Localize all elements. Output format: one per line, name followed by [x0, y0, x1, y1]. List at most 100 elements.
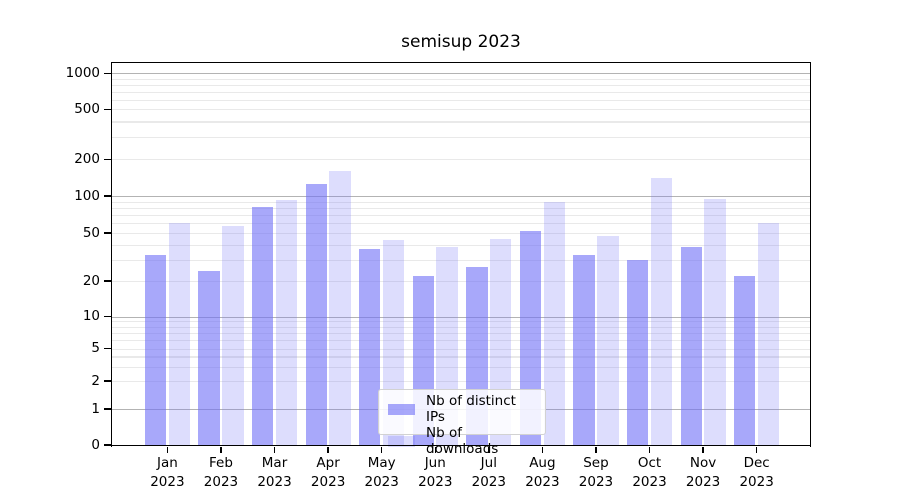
x-tick-label-line: 2023: [203, 473, 239, 490]
x-tick-label-line: Sep: [583, 455, 609, 471]
axis-spine-right: [810, 62, 812, 447]
gridline-minor: [112, 233, 810, 235]
x-tick-label-line: 2023: [364, 473, 399, 490]
x-tick-label-line: 2023: [525, 473, 560, 490]
x-tick-label-line: Aug: [529, 455, 556, 471]
gridline-major: [112, 73, 810, 75]
x-tick: [648, 446, 651, 453]
gridline-minor: [112, 137, 810, 139]
gridline-minor: [112, 340, 810, 342]
x-tick: [434, 446, 436, 453]
bar-distinct-ips-feb: [198, 271, 220, 445]
legend-item-downloads: Nb of downloads: [388, 425, 537, 457]
x-tick-label-line: 2023: [257, 473, 292, 490]
chart-title: semisup 2023: [401, 32, 521, 52]
x-tick-label-line: Apr: [316, 455, 340, 471]
x-tick-label: Mar 2023: [240, 454, 310, 491]
gridline-minor: [112, 321, 810, 323]
gridline-minor: [112, 207, 810, 209]
y-tick-label: 1000: [65, 64, 100, 81]
y-tick: [104, 315, 111, 318]
x-tick: [702, 446, 704, 453]
y-tick: [104, 380, 111, 382]
bar-downloads-aug: [543, 202, 565, 445]
x-tick-label: Apr 2023: [293, 454, 363, 491]
y-tick: [104, 108, 111, 110]
bar-downloads-oct: [650, 178, 673, 445]
gridline-minor: [112, 366, 810, 368]
y-tick-label: 0: [91, 436, 100, 453]
gridline-minor: [112, 84, 810, 86]
gridline-minor: [112, 201, 810, 203]
legend-label-downloads: Nb of downloads: [426, 425, 499, 457]
gridline-minor: [112, 356, 810, 358]
x-tick-label-line: 2023: [150, 473, 185, 490]
y-tick-label: 1: [91, 400, 100, 417]
axis-spine-left: [110, 62, 113, 447]
gridline-minor: [112, 259, 810, 261]
x-tick-label: Feb 2023: [186, 454, 256, 491]
bar-downloads-apr: [329, 171, 351, 445]
gridline-minor: [112, 78, 810, 80]
bar-distinct-ips-dec: [734, 276, 756, 445]
x-tick: [541, 446, 544, 453]
gridline-minor: [112, 215, 810, 217]
bar-downloads-feb: [222, 226, 244, 445]
y-tick-label: 200: [74, 150, 100, 167]
bar-distinct-ips-nov: [680, 247, 702, 445]
y-tick: [104, 72, 111, 74]
x-tick-label-line: Mar: [261, 455, 288, 471]
x-tick-label-line: 2023: [471, 473, 506, 490]
x-tick: [166, 446, 169, 453]
y-tick: [104, 347, 111, 350]
x-tick: [273, 446, 276, 453]
bar-distinct-ips-may: [359, 248, 381, 445]
x-tick-label: Dec 2023: [722, 454, 792, 491]
y-tick-label: 10: [82, 308, 100, 324]
bar-distinct-ips-oct: [626, 259, 649, 445]
x-tick: [380, 446, 383, 453]
y-tick: [104, 408, 111, 410]
bar-distinct-ips-jan: [144, 254, 167, 445]
bar-distinct-ips-mar: [251, 206, 274, 445]
x-tick-label-line: Oct: [637, 455, 662, 471]
y-tick: [104, 158, 111, 160]
axis-spine-top: [110, 62, 812, 64]
bar-distinct-ips-apr: [305, 184, 327, 445]
gridline-major: [112, 196, 810, 198]
y-tick-label: 500: [74, 100, 100, 117]
y-tick: [104, 232, 111, 234]
bar-downloads-mar: [275, 200, 298, 445]
x-tick-label-line: Nov: [689, 455, 717, 471]
x-tick-label: Aug 2023: [507, 454, 577, 491]
gridline-minor: [112, 332, 810, 335]
x-tick: [220, 446, 222, 453]
y-tick: [104, 195, 111, 197]
x-tick-label-line: 2023: [685, 473, 721, 490]
gridline-minor: [112, 159, 810, 161]
x-tick-label: Jul 2023: [454, 454, 524, 491]
x-tick-label-line: 2023: [739, 473, 774, 490]
x-tick-label: Jan 2023: [132, 454, 202, 491]
x-tick-label: Jun 2023: [400, 454, 470, 491]
x-tick-label: May 2023: [347, 454, 417, 491]
gridline-major: [112, 316, 810, 318]
gridline-minor: [112, 109, 810, 111]
x-tick: [595, 446, 597, 453]
legend-swatch-downloads: [388, 435, 415, 447]
y-tick-label: 50: [82, 224, 100, 241]
x-tick-label-line: Jun: [424, 455, 446, 471]
x-tick-label-line: Jul: [480, 455, 497, 471]
gridline-minor: [112, 244, 810, 246]
x-tick-label-line: 2023: [578, 473, 614, 490]
plot-area: Nb of distinct IPs Nb of downloads: [112, 62, 810, 457]
gridline-minor: [112, 326, 810, 328]
bar-downloads-dec: [757, 223, 780, 445]
y-tick-label: 5: [91, 340, 100, 356]
gridline-minor: [112, 381, 810, 383]
x-tick-label-line: Jan: [156, 455, 178, 471]
x-tick: [488, 446, 490, 453]
bar-downloads-jan: [168, 223, 190, 445]
axis-spine-bottom: [110, 444, 812, 447]
